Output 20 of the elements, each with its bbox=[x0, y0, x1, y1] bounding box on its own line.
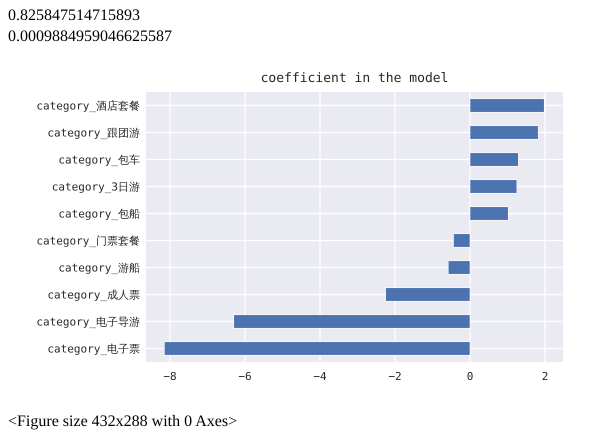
text: 0.0009884959046625587 bbox=[8, 28, 172, 45]
x-tick-label: 2 bbox=[542, 370, 548, 383]
y-tick-label: category_电子票 bbox=[47, 342, 140, 356]
x-tick-label: −6 bbox=[238, 370, 252, 383]
y-tick-label: category_3日游 bbox=[52, 180, 140, 194]
text: <Figure size 432x288 with 0 Axes> bbox=[8, 413, 238, 430]
y-tick-label: category_门票套餐 bbox=[36, 234, 140, 248]
y-tick-label: category_游船 bbox=[58, 262, 140, 274]
y-tick-label: category_电子导游 bbox=[36, 316, 140, 328]
y-tick-label: category_酒店套餐 bbox=[36, 100, 140, 112]
x-tick-label: −8 bbox=[163, 370, 177, 383]
x-tick-label: −2 bbox=[388, 370, 402, 383]
x-tick-label: 0 bbox=[466, 370, 474, 383]
x-tick-label: −4 bbox=[313, 370, 327, 383]
chart-title: coefficient in the model bbox=[260, 71, 448, 86]
y-tick-label: category_跟团游 bbox=[47, 126, 140, 140]
text: 0.825847514715893 bbox=[8, 7, 140, 24]
y-tick-label: category_成人票 bbox=[47, 288, 140, 302]
y-tick-label: category_包船 bbox=[58, 208, 140, 220]
y-tick-label: category_包车 bbox=[58, 154, 140, 166]
